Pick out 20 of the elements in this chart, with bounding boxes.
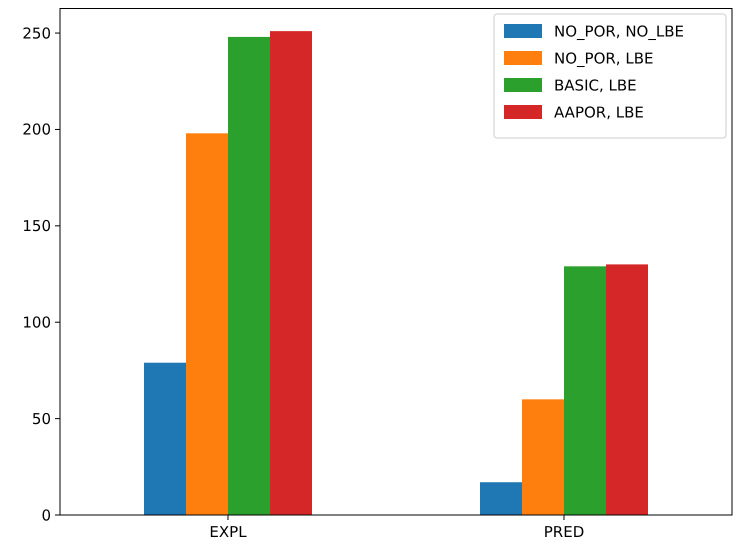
y-tick-label: 0 — [41, 506, 51, 524]
x-tick-label: PRED — [544, 523, 584, 541]
legend-label: NO_POR, LBE — [554, 49, 654, 68]
bar — [270, 31, 312, 515]
bar — [606, 264, 648, 515]
y-tick-label: 150 — [22, 217, 51, 236]
bar — [480, 482, 522, 515]
y-tick-label: 100 — [22, 313, 51, 332]
y-tick-label: 50 — [32, 410, 51, 428]
bar — [522, 399, 564, 515]
bar — [186, 133, 228, 515]
legend-label: BASIC, LBE — [554, 76, 637, 94]
bar — [564, 266, 606, 515]
legend-label: NO_POR, NO_LBE — [554, 22, 684, 40]
bar — [144, 362, 186, 515]
x-tick-label: EXPL — [209, 523, 248, 541]
y-tick-label: 250 — [22, 24, 51, 42]
y-tick-label: 200 — [22, 120, 51, 139]
bar — [228, 36, 270, 515]
legend-label: AAPOR, LBE — [554, 103, 644, 122]
